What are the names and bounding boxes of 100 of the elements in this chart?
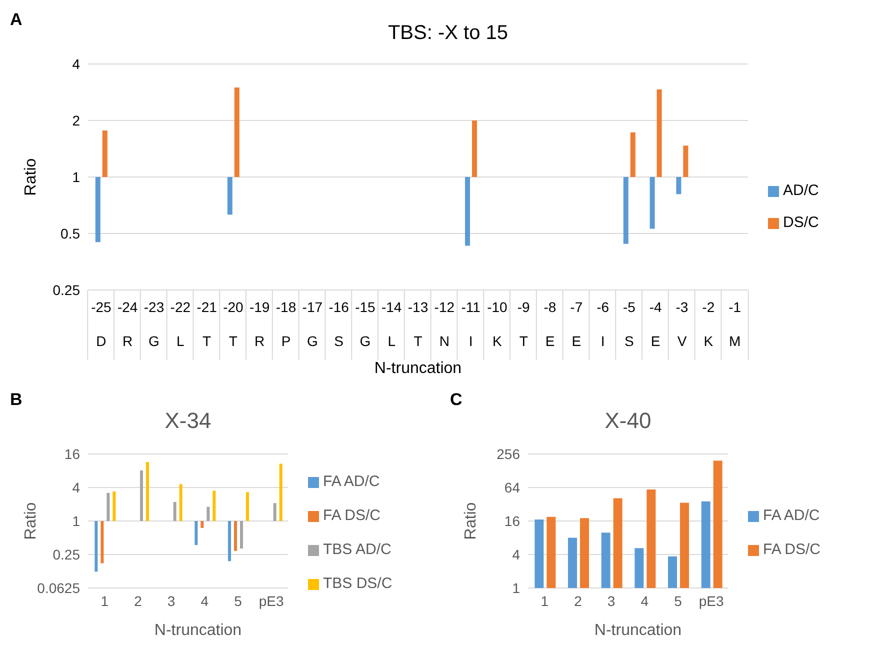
text: T xyxy=(519,333,528,349)
x-tick-label: -13 xyxy=(408,299,428,315)
x-tick-label: -15 xyxy=(355,299,376,315)
x-tick-label: -1 xyxy=(728,299,742,315)
x-tick-label: 2 xyxy=(574,592,582,609)
bar xyxy=(273,503,276,521)
x-tick-label: 4 xyxy=(640,592,649,609)
bar xyxy=(580,518,589,588)
chart-title: X-40 xyxy=(604,408,652,433)
bar xyxy=(630,132,636,177)
text: S xyxy=(334,333,344,349)
bar xyxy=(246,492,249,521)
y-tick-label: 64 xyxy=(504,479,520,496)
legend-label: FA DS/C xyxy=(323,507,381,524)
bar xyxy=(200,521,204,528)
bar xyxy=(95,177,100,242)
bar xyxy=(279,464,282,521)
y-tick-label: 4 xyxy=(72,479,80,496)
text: T xyxy=(202,333,212,349)
x-tick-label: -9 xyxy=(517,299,530,315)
x-tick-label: -22 xyxy=(170,299,191,315)
x-tick-label: pE3 xyxy=(258,592,284,609)
legend-label: FA AD/C xyxy=(763,507,820,524)
bar xyxy=(234,521,237,551)
bar xyxy=(146,462,149,521)
bar xyxy=(228,521,231,562)
x-tick-label: -19 xyxy=(249,299,270,315)
text: I xyxy=(600,333,605,349)
bar xyxy=(613,498,622,588)
bar xyxy=(676,177,682,194)
legend-label: AD/C xyxy=(783,182,819,199)
bar xyxy=(701,501,710,588)
bar xyxy=(472,120,477,177)
bar xyxy=(623,177,628,244)
x-tick-label: -5 xyxy=(622,299,636,315)
x-tick-label: -14 xyxy=(381,299,402,315)
chart-title: TBS: -X to 15 xyxy=(388,22,508,44)
legend-label: FA AD/C xyxy=(323,473,380,490)
x-tick-label: -23 xyxy=(144,299,164,315)
text: E xyxy=(545,333,555,349)
x-tick-label: -16 xyxy=(328,299,350,315)
x-tick-label: 2 xyxy=(134,592,142,609)
bar xyxy=(194,521,198,546)
legend-label: TBS DS/C xyxy=(323,575,392,592)
text: L xyxy=(388,333,396,349)
text: B xyxy=(10,390,22,410)
text: T xyxy=(228,333,238,349)
text: L xyxy=(176,333,184,349)
text: E xyxy=(650,333,660,349)
bar xyxy=(206,506,210,521)
bar xyxy=(240,521,243,549)
bar xyxy=(683,146,688,177)
bar xyxy=(650,177,655,229)
x-tick-label: -4 xyxy=(649,299,662,315)
y-tick-label: 2 xyxy=(72,112,80,128)
x-tick-label: 4 xyxy=(200,592,209,609)
x-tick-label: -18 xyxy=(276,299,296,315)
text: S xyxy=(624,333,634,349)
x-tick-label: 1 xyxy=(540,592,549,609)
x-tick-label: -6 xyxy=(596,299,610,315)
text: I xyxy=(468,333,473,349)
x-axis-title: N-truncation xyxy=(373,360,463,378)
bar xyxy=(464,177,470,246)
x-tick-label: -17 xyxy=(302,299,323,315)
y-tick-label: 4 xyxy=(512,546,520,562)
bar xyxy=(656,89,662,177)
bar xyxy=(227,177,232,215)
text: P xyxy=(281,333,291,349)
bar xyxy=(112,491,116,521)
x-axis-title: N-truncation xyxy=(593,622,683,640)
bar xyxy=(634,548,644,588)
y-axis-title: Ratio xyxy=(22,158,40,196)
text: K xyxy=(704,333,714,349)
y-tick-label: 256 xyxy=(496,446,520,462)
text: G xyxy=(306,333,318,349)
y-tick-label: 0.0625 xyxy=(37,580,80,596)
x-tick-label: -21 xyxy=(196,299,218,315)
x-tick-label: -10 xyxy=(487,299,508,315)
bar xyxy=(212,490,216,521)
text: K xyxy=(492,333,503,349)
legend-label: FA DS/C xyxy=(763,541,821,558)
y-tick-label: 1 xyxy=(72,512,80,529)
x-tick-label: 5 xyxy=(674,592,682,609)
bar xyxy=(179,484,182,521)
text: N xyxy=(439,333,450,349)
bar xyxy=(713,460,722,588)
bar xyxy=(646,489,656,588)
x-axis-title: N-truncation xyxy=(153,622,243,640)
x-tick-label: 1 xyxy=(100,592,109,609)
y-tick-label: 4 xyxy=(72,56,80,72)
text: T xyxy=(414,333,423,349)
bar xyxy=(234,87,240,177)
y-tick-label: 16 xyxy=(504,512,520,529)
legend-label: TBS AD/C xyxy=(323,541,392,558)
bar xyxy=(534,520,544,588)
bar xyxy=(106,492,110,521)
text: R xyxy=(254,333,265,349)
chart-title: X-34 xyxy=(164,408,212,433)
text: E xyxy=(572,333,582,349)
legend-label: DS/C xyxy=(783,214,819,231)
